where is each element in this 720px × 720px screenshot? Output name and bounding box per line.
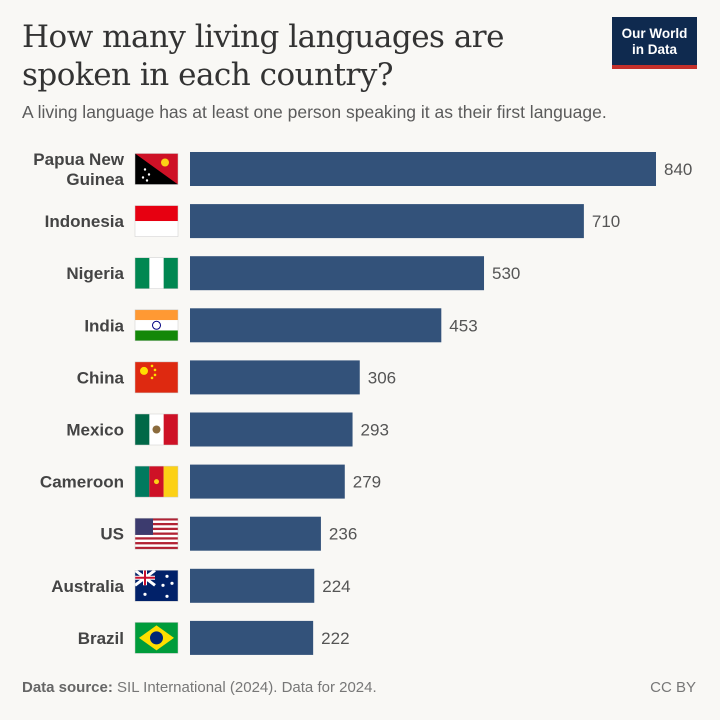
value-label: 293	[361, 421, 389, 440]
logo-line1: Our World	[621, 26, 688, 41]
indonesia-flag-icon	[134, 205, 179, 237]
category-label: Cameroon	[40, 473, 124, 492]
category-label: Papua New Guinea	[33, 150, 124, 189]
value-label: 840	[664, 160, 692, 179]
chart-title: How many living languages are spoken in …	[22, 19, 504, 93]
bar	[190, 308, 442, 343]
bar	[190, 412, 353, 447]
bar	[190, 204, 584, 239]
bar-row: US 236	[100, 516, 357, 551]
source-text: SIL International (2024). Data for 2024.	[117, 679, 377, 696]
data-source: Data source: SIL International (2024). D…	[22, 679, 377, 696]
category-label: India	[84, 316, 124, 335]
value-label: 236	[329, 525, 357, 544]
category-label: US	[100, 525, 124, 544]
value-label: 453	[449, 316, 477, 335]
bar-row: China 306	[77, 360, 396, 395]
papua-new-guinea-flag-icon	[134, 153, 179, 185]
category-label: Indonesia	[45, 212, 125, 231]
bar-row: Cameroon 279	[40, 464, 381, 499]
owid-logo[interactable]: Our World in Data	[612, 17, 697, 69]
source-label: Data source:	[22, 679, 113, 696]
india-flag-icon	[134, 309, 179, 342]
bar	[190, 152, 656, 186]
bar	[190, 464, 345, 499]
bar	[190, 620, 314, 655]
nigeria-flag-icon	[134, 257, 179, 289]
bar-row: Mexico 293	[66, 412, 389, 447]
bar	[190, 516, 321, 551]
australia-flag-icon	[134, 569, 179, 602]
brazil-flag-icon	[134, 622, 179, 654]
category-label: China	[77, 368, 125, 387]
bar-row: Papua New Guinea 840	[33, 150, 692, 189]
value-label: 224	[322, 577, 350, 596]
value-label: 710	[592, 212, 620, 231]
mexico-flag-icon	[134, 413, 179, 446]
value-label: 279	[353, 473, 381, 492]
bar	[190, 256, 485, 291]
value-label: 306	[368, 368, 396, 387]
bar-row: Nigeria 530	[66, 256, 520, 291]
bar-row: Brazil 222	[78, 620, 350, 655]
value-label: 222	[321, 629, 349, 648]
category-label: Mexico	[66, 421, 124, 440]
category-label: Nigeria	[66, 264, 124, 283]
bar-chart: Papua New Guinea 840 Indonesia 710 Nigeria 530…	[33, 150, 692, 655]
value-label: 530	[492, 264, 520, 283]
us-flag-icon	[134, 517, 179, 550]
china-flag-icon	[134, 361, 179, 394]
category-label: Brazil	[78, 629, 124, 648]
cameroon-flag-icon	[134, 465, 179, 498]
logo-line2: in Data	[631, 42, 677, 57]
category-label: Australia	[51, 577, 124, 596]
bar-row: Australia 224	[51, 568, 351, 603]
bar-row: Indonesia 710	[45, 204, 620, 239]
license: CC BY	[650, 679, 696, 696]
bar-row: India 453	[84, 308, 478, 343]
bar	[190, 568, 315, 603]
bar	[190, 360, 360, 395]
chart-subtitle: A living language has at least one perso…	[22, 102, 607, 122]
